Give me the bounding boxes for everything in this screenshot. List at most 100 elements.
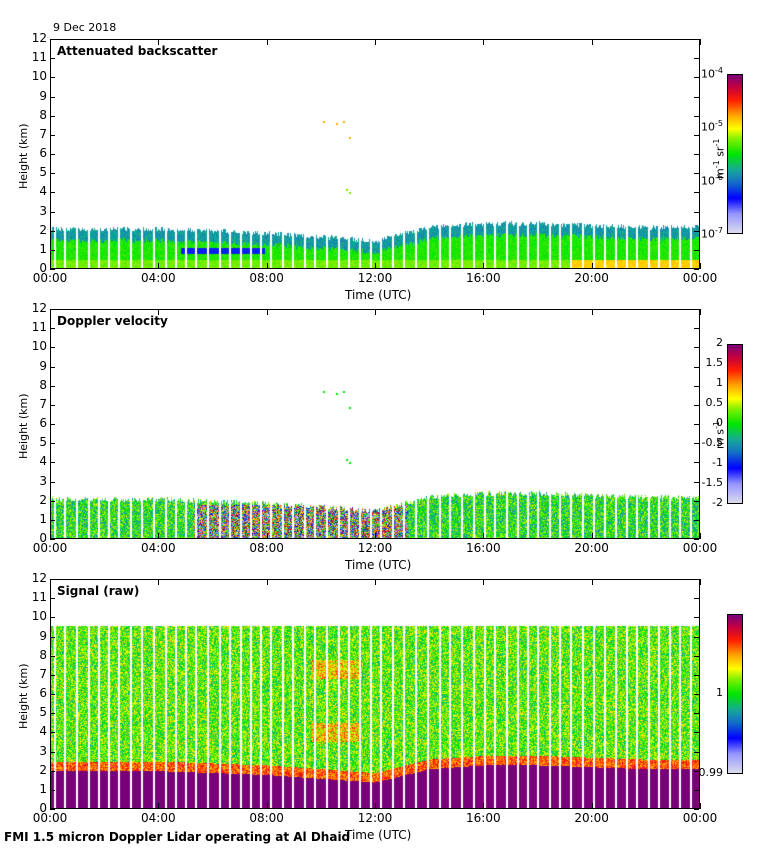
panel-3-xlabel: Time (UTC) xyxy=(345,828,412,842)
panel-3-ytick: 4 xyxy=(39,724,47,739)
panel-1-colorbar-tick: 10-6 xyxy=(683,173,723,188)
panel-2-ytick-mark-right xyxy=(694,309,699,310)
panel-2-colorbar-tick: -1.5 xyxy=(701,476,723,489)
panel-2-xtick-mark-top xyxy=(375,309,376,315)
panel-2-colorbar xyxy=(727,344,743,504)
panel-1-xtick: 08:00 xyxy=(249,271,284,285)
panel-2-ytick: 7 xyxy=(39,396,47,411)
panel-3-ytick-mark-right xyxy=(694,655,699,657)
date-label: 9 Dec 2018 xyxy=(53,21,117,34)
panel-1-ytick-mark xyxy=(50,77,55,79)
panel-3-ytick-mark-right xyxy=(694,694,699,695)
panel-1-colorbar-tick: 10-4 xyxy=(683,66,723,81)
panel-1-ytick-mark xyxy=(50,249,55,251)
panel-2-ytick-mark xyxy=(50,462,55,464)
panel-3-ytick-mark-right xyxy=(694,732,699,734)
panel-3-heatmap xyxy=(50,579,700,809)
panel-3-ytick-mark xyxy=(50,789,55,791)
colorbar-tick-base: 10 xyxy=(701,120,716,134)
panel-2-xlabel: Time (UTC) xyxy=(345,558,412,572)
panel-2-ytick-mark xyxy=(50,481,55,483)
panel-3-xtick-mark-top xyxy=(591,579,593,585)
panel-1-ytick: 0 xyxy=(39,261,47,275)
panel-3-xtick-mark xyxy=(158,803,160,809)
panel-2-ytick-mark-right xyxy=(694,500,699,502)
panel-2-ytick: 11 xyxy=(31,320,47,335)
panel-1-ytick: 9 xyxy=(39,88,47,103)
panel-2-colorbar-tick: -1 xyxy=(712,456,723,469)
panel-1-xtick-mark xyxy=(591,263,593,269)
panel-1-ylabel: Height (km) xyxy=(17,123,30,189)
panel-3-ytick: 3 xyxy=(39,743,47,758)
panel-3-xtick-mark xyxy=(700,803,701,809)
panel-2-xtick-mark-top xyxy=(266,309,268,315)
panel-1-ytick-mark xyxy=(50,269,55,270)
panel-2-ytick-mark-right xyxy=(694,347,699,349)
panel-3-ytick-mark-right xyxy=(694,713,699,715)
panel-3-colorbar-tick: 1 xyxy=(716,686,723,699)
colorbar-unit: s xyxy=(713,429,727,439)
panel-2-xtick-mark-top xyxy=(50,309,51,315)
panel-1-xtick-mark-top xyxy=(591,39,593,45)
panel-3-xtick: 00:00 xyxy=(682,811,718,825)
panel-2-colorbar-tick: -0.5 xyxy=(701,436,723,449)
colorbar-tick-exponent: -5 xyxy=(715,119,723,129)
panel-2-ytick: 2 xyxy=(39,492,47,507)
panel-1-ytick: 1 xyxy=(39,241,47,256)
panel-2-ytick-mark-right xyxy=(694,539,699,540)
panel-1-xtick-mark xyxy=(483,263,485,269)
panel-2-ytick-mark xyxy=(50,500,55,502)
panel-3-colorbar xyxy=(727,614,743,774)
colorbar-tick-exponent: -7 xyxy=(715,226,723,235)
colorbar-tick-exponent: -6 xyxy=(715,172,723,182)
panel-1-ytick: 12 xyxy=(31,31,47,45)
colorbar-unit: m xyxy=(713,438,727,449)
panel-2-xtick-mark xyxy=(375,533,376,539)
panel-3-xtick-mark xyxy=(483,803,485,809)
panel-3-xtick: 04:00 xyxy=(141,811,176,825)
panel-2-ylabel: Height (km) xyxy=(17,393,30,459)
panel-1-xtick-mark xyxy=(700,263,701,269)
panel-1-xtick-mark-top xyxy=(700,39,701,45)
panel-3-xtick: 12:00 xyxy=(357,811,393,825)
panel-1-ytick: 8 xyxy=(39,107,47,122)
panel-3-xtick: 16:00 xyxy=(466,811,501,825)
panel-2-xtick-mark xyxy=(700,533,701,539)
panel-3-ytick: 6 xyxy=(39,686,47,700)
panel-3-xtick-mark xyxy=(591,803,593,809)
panel-2-xtick-mark xyxy=(591,533,593,539)
panel-2-xtick: 12:00 xyxy=(357,541,393,555)
panel-1-ytick-mark xyxy=(50,115,55,117)
panel-3-ytick: 7 xyxy=(39,666,47,681)
panel-1-xtick-mark xyxy=(266,263,268,269)
panel-3-ytick-mark xyxy=(50,674,55,676)
panel-1-ytick-mark-right xyxy=(694,230,699,232)
panel-1-ytick-mark-right xyxy=(694,154,699,155)
panel-3-ytick-mark-right xyxy=(694,789,699,791)
panel-1-ytick: 5 xyxy=(39,165,47,180)
panel-3-ytick: 0 xyxy=(39,801,47,815)
panel-3-ytick-mark xyxy=(50,579,55,580)
panel-2-ytick: 1 xyxy=(39,511,47,526)
panel-2-xtick: 00:00 xyxy=(32,541,68,555)
panel-2-ytick-mark-right xyxy=(694,481,699,483)
panel-2-colorbar-tick: 0 xyxy=(716,416,723,429)
panel-2-colorbar-tick: -2 xyxy=(712,496,723,509)
panel-1-xtick-mark-top xyxy=(158,39,160,45)
panel-2-ytick-mark-right xyxy=(694,404,699,406)
panel-2-ytick-mark xyxy=(50,404,55,406)
panel-1-ytick-mark-right xyxy=(694,269,699,270)
panel-2-xtick: 08:00 xyxy=(249,541,284,555)
panel-3-ytick-mark xyxy=(50,809,55,810)
panel-2-ytick-mark xyxy=(50,366,55,368)
panel-2-ytick: 12 xyxy=(31,301,47,315)
panel-2-xtick-mark xyxy=(50,533,51,539)
panel-1-ytick-mark-right xyxy=(694,249,699,251)
panel-2-ytick-mark-right xyxy=(694,424,699,425)
panel-2-ytick: 9 xyxy=(39,358,47,373)
panel-2-colorbar-tick: 1.5 xyxy=(705,356,724,369)
panel-3-xtick-mark-top xyxy=(50,579,51,585)
panel-3-ytick: 2 xyxy=(39,762,47,777)
colorbar-tick-base: 10 xyxy=(701,174,716,188)
panel-1-ytick: 10 xyxy=(31,69,47,84)
